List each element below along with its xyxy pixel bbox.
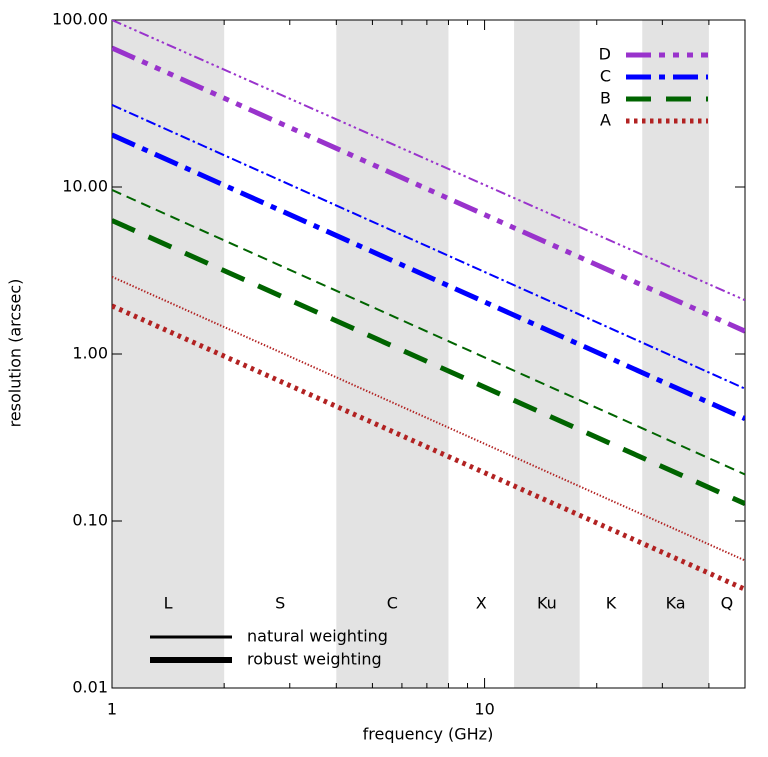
band-label: Q: [721, 594, 734, 613]
x-tick-label: 1: [107, 700, 117, 719]
weighting-legend-label: natural weighting: [247, 627, 388, 646]
y-axis-label: resolution (arcsec): [6, 279, 25, 428]
robust-line: [112, 132, 745, 421]
y-tick-label: 0.01: [72, 678, 108, 697]
band: [514, 20, 580, 688]
band: [642, 20, 709, 688]
band-label: S: [275, 594, 285, 613]
legend-label: C: [600, 67, 611, 86]
robust-line: [112, 303, 745, 592]
band-label: C: [387, 594, 398, 613]
y-tick-label: 1.00: [72, 344, 108, 363]
legend-label: D: [599, 45, 611, 64]
x-axis-label: frequency (GHz): [363, 725, 494, 744]
robust-line: [112, 45, 745, 334]
band-label: K: [606, 594, 617, 613]
natural-line: [112, 275, 745, 562]
natural-line: [112, 20, 745, 302]
band-label: X: [476, 594, 487, 613]
natural-line: [112, 104, 745, 390]
band: [112, 20, 225, 688]
weighting-legend-label: robust weighting: [247, 650, 382, 669]
legend-label: B: [600, 89, 611, 108]
y-tick-label: 100.00: [52, 10, 108, 29]
y-tick-label: 0.10: [72, 511, 108, 530]
band-label: Ka: [666, 594, 686, 613]
legend-label: A: [600, 111, 611, 130]
band-label: L: [164, 594, 173, 613]
band: [336, 20, 449, 688]
x-tick-label: 10: [474, 700, 494, 719]
natural-line: [112, 189, 745, 476]
robust-line: [112, 218, 745, 506]
band-label: Ku: [537, 594, 557, 613]
y-tick-label: 10.00: [62, 177, 108, 196]
